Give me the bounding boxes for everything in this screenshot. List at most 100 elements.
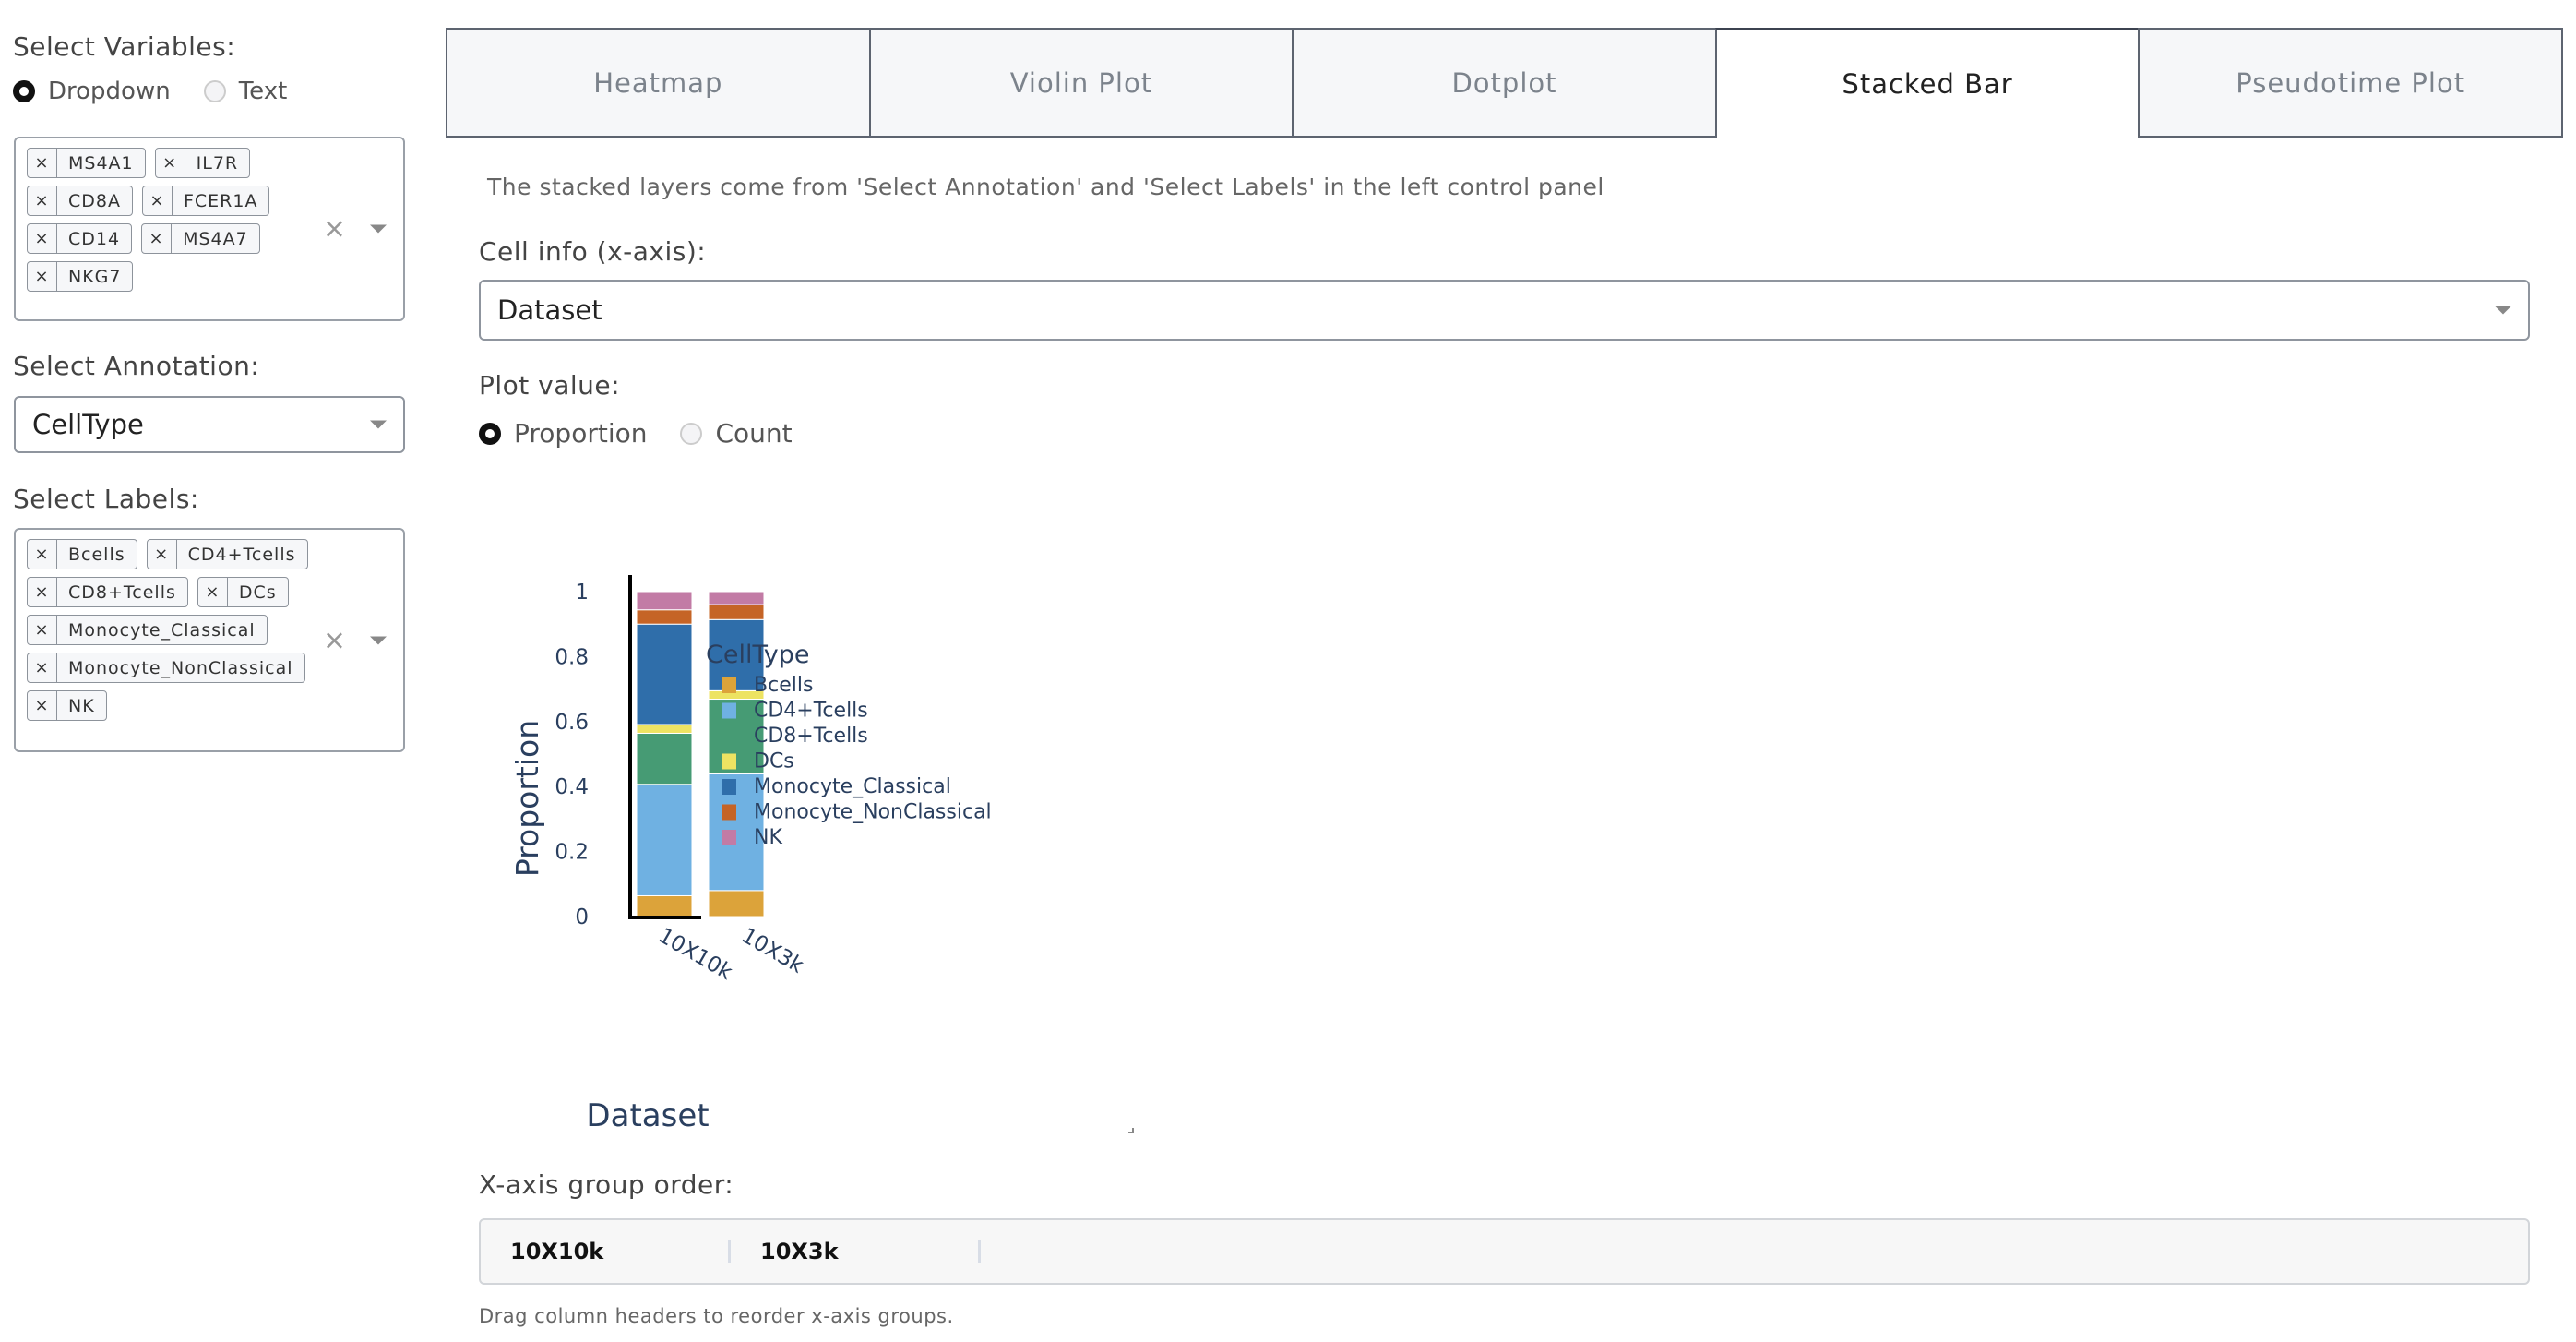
bar-segment[interactable] <box>708 604 765 620</box>
legend-swatch[interactable] <box>722 728 736 744</box>
annotation-value: CellType <box>32 409 144 440</box>
bar-segment[interactable] <box>636 894 693 917</box>
legend-label[interactable]: Monocyte_NonClassical <box>754 801 992 824</box>
bar-segment[interactable] <box>636 784 693 896</box>
tag-label: CD14 <box>68 228 121 249</box>
remove-tag-icon[interactable]: × <box>156 149 185 177</box>
bar-segment[interactable] <box>708 890 765 917</box>
bar-segment[interactable] <box>636 609 693 625</box>
tab-violin-plot[interactable]: Violin Plot <box>868 28 1293 138</box>
legend-swatch[interactable] <box>722 753 736 770</box>
radio-label: Dropdown <box>48 78 171 105</box>
selected-tag: × FCER1A <box>141 186 270 216</box>
chevron-down-icon[interactable] <box>370 636 387 644</box>
x-tick-label: 10X10k <box>654 924 736 986</box>
legend-swatch[interactable] <box>722 702 736 719</box>
selected-tag: × Monocyte_NonClassical <box>27 653 305 683</box>
selected-tag: × MS4A1 <box>27 148 146 178</box>
y-tick-label: 0 <box>575 905 589 929</box>
bar-segment[interactable] <box>636 591 693 611</box>
tab-stacked-bar[interactable]: Stacked Bar <box>1714 28 2139 138</box>
selected-tag: × NKG7 <box>27 261 134 292</box>
y-tick-label: 0.4 <box>555 775 589 799</box>
remove-tag-icon[interactable]: × <box>143 186 173 215</box>
bar-segment[interactable] <box>636 724 693 734</box>
tag-label: Monocyte_NonClassical <box>68 657 293 678</box>
radio-label: Count <box>715 418 793 449</box>
bar-segment[interactable] <box>708 591 765 605</box>
remove-tag-icon[interactable]: × <box>28 149 57 177</box>
annotation-select[interactable]: CellType <box>14 396 405 453</box>
tag-label: Monocyte_Classical <box>68 619 256 641</box>
legend-label[interactable]: DCs <box>754 750 794 773</box>
chevron-down-icon[interactable] <box>370 224 387 234</box>
x-axis-order-table: 10X10k 10X3k <box>479 1218 2530 1285</box>
stacked-bar-chart: 0 0.2 0.4 0.6 0.8 1 10X10k 10X3k Proportion Da… <box>509 575 1134 1134</box>
legend-swatch[interactable] <box>722 677 736 693</box>
legend-label[interactable]: Bcells <box>754 674 813 697</box>
mode-dropdown-radio[interactable]: Dropdown <box>13 78 171 105</box>
plot-tabs: Heatmap Violin Plot Dotplot Stacked Bar … <box>446 28 2563 138</box>
tag-label: DCs <box>238 581 277 603</box>
remove-tag-icon[interactable]: × <box>28 616 57 644</box>
order-label: X-axis group order: <box>479 1169 734 1200</box>
proportion-radio[interactable]: Proportion <box>479 418 647 449</box>
remove-tag-icon[interactable]: × <box>148 540 177 569</box>
remove-tag-icon[interactable]: × <box>142 224 173 253</box>
variables-multiselect[interactable]: × MS4A1 × IL7R × CD8A × FCER1A × CD14 × MS4A7 × NKG7 … <box>14 137 405 321</box>
y-axis-title: Proportion <box>509 720 545 877</box>
remove-tag-icon[interactable]: × <box>28 540 57 569</box>
tag-label: MS4A1 <box>68 152 134 174</box>
x-axis-title: Dataset <box>586 1097 709 1134</box>
order-hint: Drag column headers to reorder x-axis gr… <box>479 1305 954 1327</box>
selected-tag: × CD14 <box>27 223 133 254</box>
remove-tag-icon[interactable]: × <box>28 653 57 682</box>
remove-tag-icon[interactable]: × <box>28 262 57 291</box>
mode-text-radio[interactable]: Text <box>203 78 288 105</box>
y-tick-label: 0.8 <box>555 645 589 669</box>
tag-label: MS4A7 <box>183 228 248 249</box>
count-radio[interactable]: Count <box>680 418 793 449</box>
labels-multiselect[interactable]: × Bcells × CD4+Tcells × CD8+Tcells × DCs × Monocy… <box>14 528 405 752</box>
remove-tag-icon[interactable]: × <box>28 691 57 720</box>
tab-dotplot[interactable]: Dotplot <box>1292 28 1715 138</box>
order-column-header[interactable]: 10X10k <box>481 1239 731 1264</box>
tag-label: NKG7 <box>68 266 122 287</box>
tag-label: IL7R <box>196 152 239 174</box>
variables-mode-radio-group: Dropdown Text <box>13 78 320 105</box>
y-tick-label: 1 <box>575 581 589 605</box>
tab-pseudotime-plot[interactable]: Pseudotime Plot <box>2138 28 2563 138</box>
radio-unchecked-icon <box>203 80 226 102</box>
legend-label[interactable]: CD8+Tcells <box>754 725 868 748</box>
cell-info-select[interactable]: Dataset <box>479 280 2530 341</box>
remove-tag-icon[interactable]: × <box>28 224 57 253</box>
remove-tag-icon[interactable]: × <box>28 578 57 606</box>
legend-swatch[interactable] <box>722 779 736 795</box>
order-column-header[interactable]: 10X3k <box>731 1239 981 1264</box>
radio-label: Text <box>238 78 288 105</box>
tab-heatmap[interactable]: Heatmap <box>446 28 869 138</box>
select-annotation-label: Select Annotation: <box>13 351 260 381</box>
legend-label[interactable]: Monocyte_Classical <box>754 775 951 798</box>
description-text: The stacked layers come from 'Select Ann… <box>487 174 1604 200</box>
legend-swatch[interactable] <box>722 830 736 845</box>
bar-segment[interactable] <box>636 623 693 725</box>
remove-tag-icon[interactable]: × <box>28 186 57 215</box>
bar-segment[interactable] <box>636 732 693 785</box>
legend-swatch[interactable] <box>722 804 736 821</box>
legend-label[interactable]: NK <box>754 826 782 849</box>
legend-label[interactable]: CD4+Tcells <box>754 700 868 723</box>
y-tick-label: 0.6 <box>555 711 589 735</box>
selected-tag: × IL7R <box>154 148 251 178</box>
resize-handle-icon[interactable] <box>1128 1128 1134 1133</box>
selected-tag: × CD8A <box>27 186 133 216</box>
cell-info-label: Cell info (x-axis): <box>479 236 707 267</box>
tag-label: NK <box>68 695 95 716</box>
clear-icon[interactable]: × <box>322 624 346 656</box>
tag-label: CD8A <box>68 190 121 211</box>
select-labels-label: Select Labels: <box>13 484 199 514</box>
selected-tag: × NK <box>27 690 107 721</box>
clear-icon[interactable]: × <box>322 212 346 246</box>
remove-tag-icon[interactable]: × <box>198 578 228 606</box>
tag-label: Bcells <box>68 544 125 565</box>
